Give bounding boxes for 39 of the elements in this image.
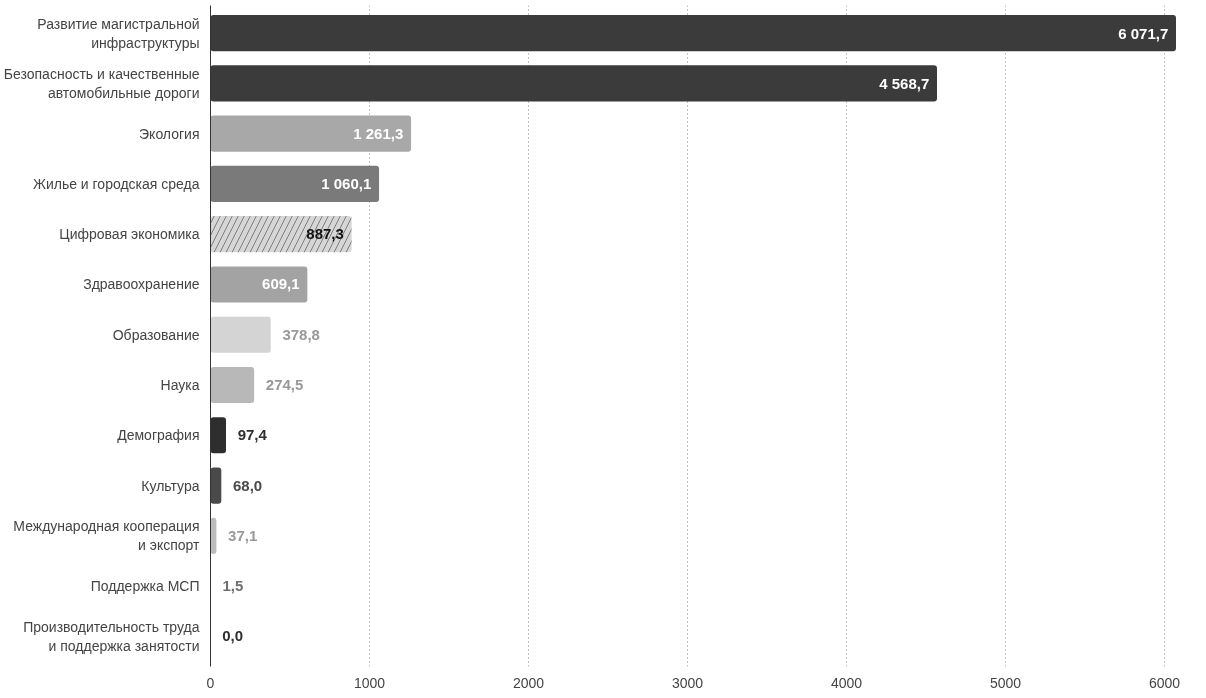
y-tick-label: Производительность труда и поддержка занятости xyxy=(23,618,200,654)
data-label: 97,4 xyxy=(237,426,268,444)
bar xyxy=(210,115,412,152)
data-label: 609,1 xyxy=(262,275,300,293)
data-label: 887,3 xyxy=(306,225,344,243)
y-tick-label: Экология xyxy=(139,125,200,142)
y-tick-label: Международная кооперация и экспорт xyxy=(13,518,201,554)
y-tick-label: Развитие магистральной инфраструктуры xyxy=(37,15,200,51)
data-label: 4 568,7 xyxy=(879,74,930,92)
y-tick-label: Образование xyxy=(112,326,200,343)
data-label: 1 060,1 xyxy=(321,175,372,193)
bar xyxy=(210,467,222,504)
data-label: 1 261,3 xyxy=(353,125,404,143)
x-tick-label: 1000 xyxy=(353,674,386,691)
x-tick-label: 0 xyxy=(206,674,215,691)
y-tick-label: Цифровая экономика xyxy=(59,226,200,243)
y-tick-label: Жилье и городская среда xyxy=(32,175,200,192)
data-label: 6 071,7 xyxy=(1118,24,1169,42)
data-label: 274,5 xyxy=(265,376,304,394)
data-label: 0,0 xyxy=(222,627,243,645)
bar xyxy=(210,366,255,404)
bar xyxy=(210,266,308,303)
x-tick-label: 3000 xyxy=(671,674,704,691)
data-label: 378,8 xyxy=(282,325,320,343)
x-tick-label: 4000 xyxy=(830,674,863,691)
x-tick-label: 5000 xyxy=(990,674,1022,691)
data-label: 1,5 xyxy=(222,577,244,595)
y-tick-label: Безопасность и качественные автомобильные дороги xyxy=(3,65,200,102)
y-tick-label: Поддержка МСП xyxy=(90,578,200,595)
x-tick-label: 6000 xyxy=(1149,674,1181,691)
y-tick-label: Демография xyxy=(117,427,200,444)
data-label: 37,1 xyxy=(228,526,258,544)
y-tick-label: Здравоохранение xyxy=(83,276,200,293)
bar xyxy=(210,316,271,353)
y-tick-label: Культура xyxy=(141,477,200,494)
data-label: 68,0 xyxy=(232,476,263,494)
x-tick-label: 2000 xyxy=(512,674,545,691)
bar xyxy=(210,165,380,203)
y-tick-label: Наука xyxy=(160,377,200,394)
